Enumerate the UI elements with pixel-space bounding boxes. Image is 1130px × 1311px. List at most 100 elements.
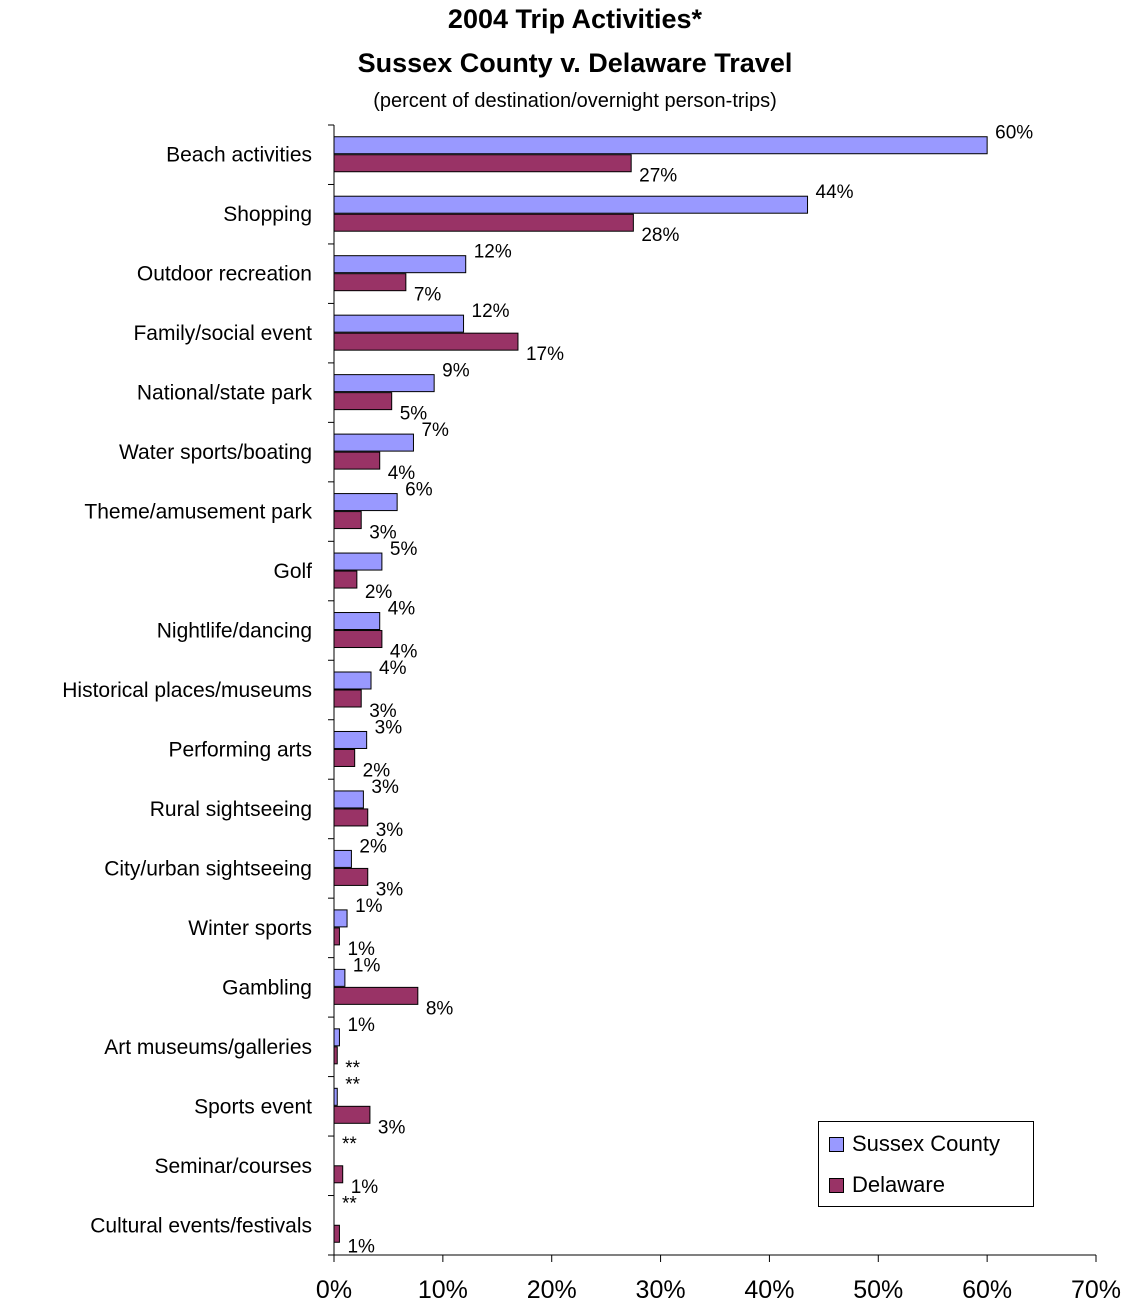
- bar-delaware: [333, 630, 383, 649]
- data-label-delaware: 1%: [347, 1236, 375, 1257]
- category-label: Water sports/boating: [119, 441, 312, 464]
- bar-delaware: [333, 748, 356, 767]
- x-tick-label: 10%: [418, 1276, 468, 1304]
- data-label-sussex: 4%: [388, 599, 416, 620]
- data-label-delaware: 5%: [400, 404, 428, 425]
- bar-sussex: [333, 136, 988, 155]
- data-label-delaware: 8%: [426, 998, 454, 1019]
- legend-item-delaware: Delaware: [829, 1170, 945, 1200]
- bar-delaware: [333, 332, 519, 351]
- category-label: City/urban sightseeing: [104, 857, 312, 880]
- x-tick-label: 60%: [962, 1276, 1012, 1304]
- category-label: National/state park: [137, 382, 313, 405]
- x-tick-label: 40%: [744, 1276, 794, 1304]
- x-tick-label: 70%: [1071, 1276, 1121, 1304]
- data-label-sussex: **: [345, 1074, 360, 1095]
- data-label-delaware: 3%: [369, 701, 397, 722]
- data-label-sussex: **: [342, 1193, 357, 1214]
- data-label-sussex: 4%: [379, 658, 407, 679]
- category-label: Seminar/courses: [154, 1155, 312, 1178]
- category-label: Art museums/galleries: [104, 1036, 312, 1059]
- data-label-sussex: **: [342, 1134, 357, 1155]
- data-label-sussex: 2%: [359, 836, 387, 857]
- data-label-sussex: 3%: [375, 717, 403, 738]
- bar-delaware: [333, 154, 632, 173]
- category-label: Historical places/museums: [62, 679, 312, 702]
- bar-sussex: [333, 314, 465, 333]
- data-label-delaware: 17%: [526, 344, 564, 365]
- data-label-sussex: 1%: [355, 896, 383, 917]
- data-label-sussex: 1%: [347, 1015, 375, 1036]
- bar-delaware: [333, 511, 362, 530]
- data-label-delaware: 3%: [376, 879, 404, 900]
- chart-title: 2004 Trip Activities*: [447, 4, 703, 34]
- legend-item-sussex: Sussex County: [829, 1129, 1000, 1159]
- bar-sussex: [333, 671, 372, 690]
- bar-delaware: [333, 1165, 344, 1184]
- data-label-delaware: 1%: [347, 939, 375, 960]
- data-label-sussex: 12%: [474, 242, 512, 263]
- bar-delaware: [333, 689, 362, 708]
- data-label-delaware: 3%: [376, 820, 404, 841]
- bar-delaware: [333, 808, 369, 827]
- bar-sussex: [333, 612, 381, 631]
- category-label: Gambling: [222, 976, 312, 999]
- category-label: Golf: [273, 560, 312, 583]
- category-label: Family/social event: [133, 322, 312, 345]
- data-label-sussex: 12%: [472, 301, 510, 322]
- data-label-delaware: 1%: [351, 1177, 379, 1198]
- category-label: Winter sports: [188, 917, 312, 940]
- data-label-delaware: 2%: [363, 760, 391, 781]
- bar-sussex: [333, 255, 467, 274]
- category-label: Beach activities: [166, 144, 312, 167]
- bar-delaware: [333, 1046, 338, 1065]
- legend-label-sussex: Sussex County: [852, 1131, 1000, 1156]
- data-label-delaware: 3%: [378, 1117, 406, 1138]
- bar-delaware: [333, 570, 358, 589]
- data-label-delaware: 4%: [390, 642, 418, 663]
- data-label-delaware: 4%: [388, 463, 416, 484]
- data-label-delaware: 27%: [639, 166, 677, 187]
- data-label-sussex: 9%: [442, 361, 470, 382]
- x-tick-label: 0%: [316, 1276, 352, 1304]
- legend: Sussex County Delaware: [818, 1121, 1034, 1207]
- data-label-delaware: 28%: [641, 225, 679, 246]
- data-label-sussex: 3%: [371, 777, 399, 798]
- bar-delaware: [333, 867, 369, 886]
- bar-delaware: [333, 1224, 340, 1243]
- data-label-sussex: 60%: [995, 123, 1033, 144]
- data-label-delaware: 3%: [369, 523, 397, 544]
- bar-sussex: [333, 1087, 338, 1106]
- x-tick-label: 50%: [853, 1276, 903, 1304]
- category-label: Sports event: [194, 1095, 312, 1118]
- x-tick-label: 20%: [527, 1276, 577, 1304]
- category-label: Outdoor recreation: [137, 263, 312, 286]
- data-label-sussex: 6%: [405, 480, 433, 501]
- chart-subtitle: (percent of destination/overnight person…: [373, 90, 777, 112]
- data-label-sussex: 44%: [816, 182, 854, 203]
- bar-sussex: [333, 195, 809, 214]
- data-label-delaware: 2%: [365, 582, 393, 603]
- data-label-sussex: 7%: [421, 420, 449, 441]
- category-label: Rural sightseeing: [150, 798, 312, 821]
- bar-sussex: [333, 849, 352, 868]
- legend-swatch-delaware: [829, 1177, 844, 1193]
- bar-sussex: [333, 493, 398, 512]
- bar-delaware: [333, 1105, 371, 1124]
- category-label: Shopping: [223, 203, 312, 226]
- bar-delaware: [333, 986, 419, 1005]
- bar-delaware: [333, 927, 340, 946]
- bar-delaware: [333, 213, 634, 232]
- bar-sussex: [333, 909, 348, 928]
- bar-sussex: [333, 968, 346, 987]
- category-label: Cultural events/festivals: [90, 1214, 312, 1237]
- legend-swatch-sussex: [829, 1136, 844, 1152]
- bar-sussex: [333, 433, 414, 452]
- data-label-delaware: **: [345, 1058, 360, 1079]
- bar-delaware: [333, 392, 393, 411]
- category-label: Performing arts: [168, 738, 312, 761]
- bar-sussex: [333, 374, 435, 393]
- bar-delaware: [333, 451, 381, 470]
- category-label: Theme/amusement park: [84, 501, 312, 524]
